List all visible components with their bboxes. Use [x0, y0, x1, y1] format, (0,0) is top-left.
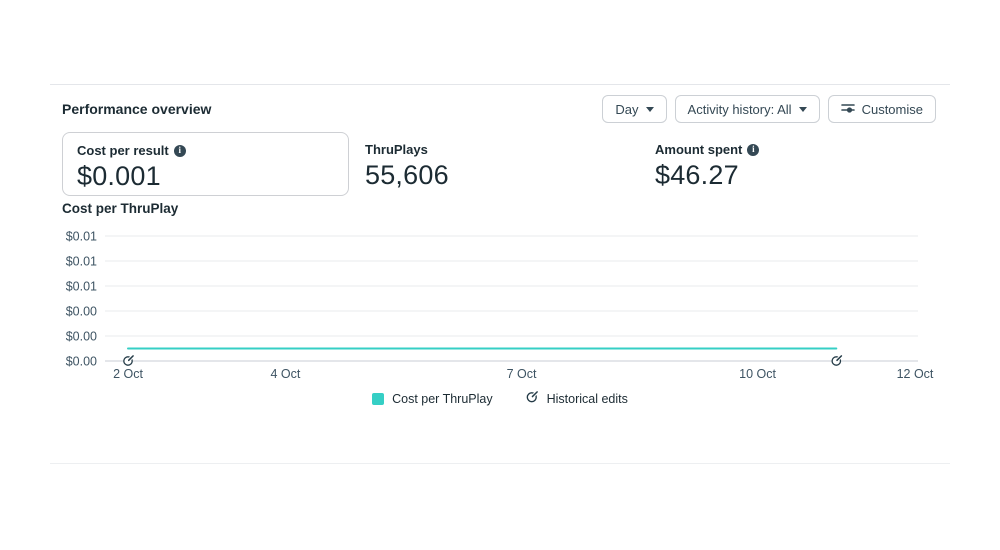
activity-history-dropdown[interactable]: Activity history: All	[674, 95, 820, 123]
metric-value: $0.001	[77, 161, 161, 191]
x-tick-label: 2 Oct	[113, 367, 143, 381]
y-tick-label: $0.00	[66, 330, 97, 344]
customise-sliders-icon	[840, 101, 855, 117]
info-icon[interactable]	[173, 144, 186, 157]
header-controls: Day Activity history: All Customise	[602, 95, 936, 123]
panel-header: Performance overview Day Activity histor…	[62, 95, 936, 123]
metric-value: 55,606	[365, 160, 449, 190]
metric-label: Cost per result	[77, 143, 169, 158]
metric-label-row: Amount spent	[655, 142, 760, 157]
customise-label: Customise	[861, 101, 923, 117]
chevron-down-icon	[798, 107, 807, 112]
y-tick-label: $0.01	[66, 280, 97, 294]
metric-thruplays[interactable]: ThruPlays 55,606	[365, 142, 449, 191]
historical-edits-icon	[525, 390, 539, 407]
historical-edit-marker-icon[interactable]	[123, 354, 135, 366]
y-tick-label: $0.00	[66, 305, 97, 319]
info-icon[interactable]	[747, 143, 760, 156]
x-tick-label: 4 Oct	[270, 367, 300, 381]
legend-label: Historical edits	[546, 391, 628, 406]
panel-top-border	[50, 84, 950, 85]
legend-swatch	[372, 392, 385, 405]
metric-label: Amount spent	[655, 142, 743, 157]
historical-edit-marker-icon[interactable]	[831, 354, 843, 366]
page-title: Performance overview	[62, 101, 212, 117]
metric-label-row: Cost per result	[77, 143, 334, 158]
x-tick-label: 7 Oct	[507, 367, 537, 381]
y-tick-label: $0.00	[66, 355, 97, 369]
customise-button[interactable]: Customise	[827, 95, 936, 123]
legend-item-cost-per-thruplay[interactable]: Cost per ThruPlay	[372, 392, 493, 406]
day-dropdown-label: Day	[615, 101, 639, 117]
activity-history-label: Activity history: All	[687, 101, 792, 117]
metric-amount-spent[interactable]: Amount spent $46.27	[655, 142, 760, 191]
legend-item-historical-edits[interactable]: Historical edits	[525, 390, 628, 407]
metric-card-cost-per-result[interactable]: Cost per result $0.001	[62, 132, 349, 196]
metric-label-row: ThruPlays	[365, 142, 449, 157]
metric-value: $46.27	[655, 160, 739, 190]
chart-title: Cost per ThruPlay	[62, 201, 179, 216]
y-tick-label: $0.01	[66, 255, 97, 269]
legend-label: Cost per ThruPlay	[392, 391, 493, 406]
chevron-down-icon	[645, 107, 654, 112]
day-dropdown[interactable]: Day	[602, 95, 667, 123]
x-tick-label: 10 Oct	[739, 367, 776, 381]
y-tick-label: $0.01	[66, 230, 97, 244]
panel-bottom-divider	[50, 463, 950, 464]
cost-chart: $0.01 $0.01 $0.01 $0.00 $0.00 $0.00 2 Oct 4 Oct…	[66, 230, 934, 382]
metric-label: ThruPlays	[365, 142, 428, 157]
chart-legend: Cost per ThruPlay Historical edits	[0, 390, 1000, 407]
x-tick-label: 12 Oct	[897, 367, 934, 381]
